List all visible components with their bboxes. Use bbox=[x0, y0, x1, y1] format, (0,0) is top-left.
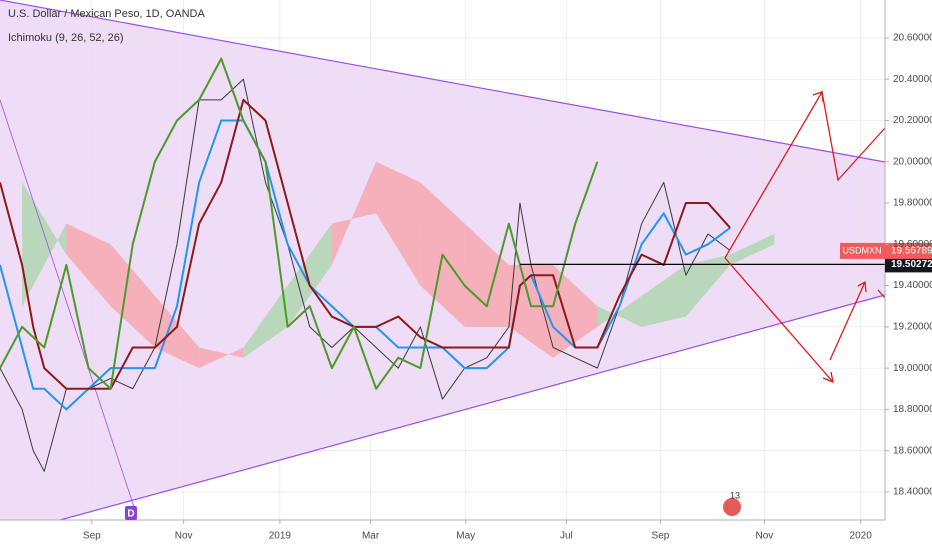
x-tick-label: Sep bbox=[83, 531, 101, 542]
series-line bbox=[0, 98, 731, 390]
y-tick-label: 19.80000 bbox=[893, 198, 932, 209]
cloud-segment bbox=[243, 285, 288, 358]
x-tick-label: Jul bbox=[560, 531, 573, 542]
y-tick-label: 20.20000 bbox=[893, 115, 932, 126]
indicator-label: Ichimoku (9, 26, 52, 26) bbox=[8, 32, 124, 44]
event-count: 13 bbox=[730, 490, 740, 500]
cloud-segment bbox=[110, 244, 155, 348]
x-axis-panel bbox=[0, 520, 885, 550]
cloud-segment bbox=[199, 347, 244, 369]
cloud-segment bbox=[464, 223, 509, 327]
cloud-segment bbox=[730, 234, 775, 265]
cloud-segment bbox=[22, 182, 67, 307]
dividend-marker bbox=[125, 506, 137, 520]
cloud bbox=[22, 161, 775, 369]
cloud-segment bbox=[154, 295, 200, 369]
grid bbox=[0, 0, 885, 520]
trendline-bottom bbox=[59, 294, 886, 521]
cloud-segment bbox=[597, 295, 642, 327]
y-axis-panel bbox=[885, 0, 932, 550]
forecast-arrows bbox=[724, 90, 886, 384]
y-tick-label: 18.80000 bbox=[893, 404, 932, 415]
cloud-segment bbox=[331, 161, 377, 265]
event-icon bbox=[723, 498, 741, 516]
y-tick-label: 19.00000 bbox=[893, 363, 932, 374]
chart-title: U.S. Dollar / Mexican Peso, 1D, OANDA bbox=[8, 8, 206, 20]
cloud-segment bbox=[685, 254, 731, 317]
y-tick-label: 19.40000 bbox=[893, 280, 932, 291]
symbol-tag-label: USDMXN bbox=[842, 245, 881, 255]
cloud-segment bbox=[641, 264, 686, 327]
x-tick-label: Mar bbox=[362, 531, 380, 542]
last-price-box bbox=[885, 242, 932, 259]
x-tick-label: Sep bbox=[652, 531, 670, 542]
x-tick-label: Nov bbox=[756, 531, 774, 542]
trendline-top bbox=[0, 0, 886, 163]
series-line bbox=[0, 78, 731, 472]
y-tick-label: 19.60000 bbox=[893, 239, 932, 250]
symbol-tag-box bbox=[840, 242, 885, 259]
price-tag-label: 19.50272 bbox=[891, 259, 932, 270]
y-tick-label: 20.60000 bbox=[893, 33, 932, 44]
dividend-marker-label: D bbox=[127, 509, 134, 520]
x-tick-label: Nov bbox=[175, 531, 193, 542]
x-tick-label: 2020 bbox=[850, 531, 873, 542]
y-tick-label: 20.00000 bbox=[893, 156, 932, 167]
series-line bbox=[0, 57, 599, 390]
y-tick-label: 19.20000 bbox=[893, 321, 932, 332]
y-tick-label: 18.40000 bbox=[893, 487, 932, 498]
last-price-label: 19.56789 bbox=[891, 246, 932, 257]
cloud-segment bbox=[553, 264, 598, 358]
x-tick-label: 2019 bbox=[269, 531, 292, 542]
cloud-segment bbox=[376, 161, 421, 286]
cloud-segment bbox=[66, 223, 111, 307]
price-tag-box bbox=[885, 256, 932, 273]
lines bbox=[0, 57, 885, 472]
x-tick-label: May bbox=[456, 531, 475, 542]
price-tags: 19.50272 USDMXN 19.56789 bbox=[840, 242, 932, 273]
y-tick-label: 20.40000 bbox=[893, 74, 932, 85]
cloud-segment bbox=[287, 223, 332, 327]
y-tick-label: 18.60000 bbox=[893, 445, 932, 456]
trendline-diagonal bbox=[0, 99, 136, 511]
